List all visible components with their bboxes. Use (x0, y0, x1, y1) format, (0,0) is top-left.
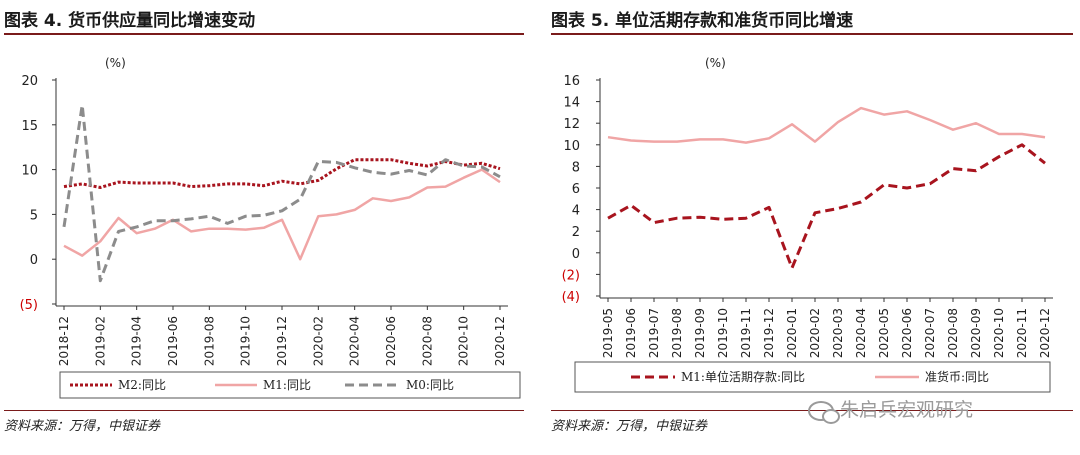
right-chart-title: 图表 5. 单位活期存款和准货币同比增速 (551, 11, 854, 31)
right-legend-label-1: M1:单位活期存款:同比 (681, 369, 805, 384)
right-y-tick-label: 8 (572, 160, 580, 175)
right-plot-area (607, 106, 1046, 270)
right-unit-label: (%) (705, 56, 726, 70)
left-legend-box (59, 371, 521, 399)
right-series-line-2 (607, 106, 1046, 144)
left-x-tick-label: 2020-10 (457, 316, 471, 366)
left-series-line-2 (63, 168, 501, 261)
right-source: 资料来源：万得，中银证券 (551, 419, 708, 434)
left-x-tick-label: 2018-12 (57, 316, 71, 366)
left-legend-label-2: M1:同比 (263, 378, 311, 392)
right-x-tick-label: 2020-06 (900, 308, 914, 358)
right-y-tick-label: 2 (572, 225, 580, 240)
right-y-axis: 16 14 12 10 8 6 4 2 0 (2) (4) (562, 74, 601, 305)
left-x-tick-label: 2020-06 (384, 316, 398, 366)
right-x-tick-label: 2019-06 (624, 308, 638, 358)
wechat-icon (808, 400, 840, 424)
right-x-tick-label: 2019-05 (601, 308, 615, 358)
left-x-tick-label: 2020-02 (311, 316, 325, 366)
right-x-tick-label: 2020-08 (946, 308, 960, 358)
left-chart-title: 图表 4. 货币供应量同比增速变动 (4, 11, 256, 31)
right-x-tick-label: 2020-04 (854, 308, 868, 358)
left-source-rule (4, 410, 524, 411)
left-x-tick-label: 2019-04 (130, 316, 144, 366)
right-x-tick-label: 2020-03 (831, 308, 845, 358)
right-legend: M1:单位活期存款:同比 准货币:同比 (631, 369, 989, 384)
right-x-tick-label: 2020-07 (923, 308, 937, 358)
watermark: 朱启兵宏观研究 (808, 395, 974, 424)
watermark-text: 朱启兵宏观研究 (840, 399, 974, 421)
right-x-tick-label: 2020-05 (877, 308, 891, 358)
left-series-line-1 (63, 158, 501, 189)
left-series-line-3 (62, 103, 501, 283)
right-legend-label-2: 准货币:同比 (925, 369, 989, 384)
right-x-tick-label: 2020-11 (1015, 308, 1029, 358)
right-series-line-1 (607, 143, 1046, 270)
left-x-tick-label: 2019-06 (166, 316, 180, 366)
left-y-tick-label: (5) (20, 298, 38, 313)
right-y-tick-label: 6 (572, 182, 580, 197)
right-y-tick-label: 0 (572, 247, 580, 262)
left-source: 资料来源：万得，中银证券 (4, 419, 161, 434)
left-x-tick-label: 2019-08 (202, 316, 216, 366)
right-x-tick-label: 2020-02 (808, 308, 822, 358)
left-x-tick-label: 2019-02 (93, 316, 107, 366)
left-y-tick-label: 0 (30, 253, 38, 268)
left-legend-label-3: M0:同比 (406, 378, 454, 392)
right-x-tick-label: 2019-11 (739, 308, 753, 358)
left-y-tick-label: 5 (30, 208, 38, 223)
left-unit-label: (%) (105, 56, 126, 70)
left-y-tick-label: 10 (21, 164, 38, 179)
left-legend-label-1: M2:同比 (118, 378, 166, 392)
right-x-tick-label: 2019-10 (716, 308, 730, 358)
right-legend-box (574, 361, 1051, 393)
right-y-tick-label: 10 (563, 139, 580, 154)
right-x-tick-label: 2019-07 (647, 308, 661, 358)
right-y-tick-label: 14 (563, 96, 580, 111)
left-x-axis: 2018-12 2019-02 2019-04 2019-06 2019-08 2019-… (56, 305, 508, 366)
left-y-tick-label: 15 (21, 119, 38, 134)
left-x-tick-label: 2019-12 (275, 316, 289, 366)
right-y-tick-label: (4) (562, 290, 580, 305)
right-x-tick-label: 2019-09 (693, 308, 707, 358)
right-y-tick-label: (2) (562, 268, 580, 283)
left-x-tick-label: 2019-10 (239, 316, 253, 366)
right-x-tick-label: 2020-01 (785, 308, 799, 358)
left-y-tick-label: 20 (21, 74, 38, 89)
right-x-axis: 2019-05 2019-06 2019-07 2019-08 2019-09 2019-… (600, 297, 1053, 358)
right-x-tick-label: 2019-08 (670, 308, 684, 358)
left-x-tick-label: 2020-08 (420, 316, 434, 366)
left-plot-area (62, 103, 501, 283)
right-y-tick-label: 16 (563, 74, 580, 89)
left-x-tick-label: 2020-04 (348, 316, 362, 366)
left-legend: M2:同比 M1:同比 M0:同比 (70, 378, 454, 392)
right-y-tick-label: 4 (572, 204, 580, 219)
right-x-tick-label: 2020-09 (969, 308, 983, 358)
right-x-tick-label: 2019-12 (762, 308, 776, 358)
right-title-rule (551, 33, 1073, 35)
left-x-tick-label: 2020-12 (493, 316, 507, 366)
right-x-tick-label: 2020-12 (1038, 308, 1052, 358)
right-y-tick-label: 12 (563, 117, 580, 132)
left-title-rule (4, 33, 524, 35)
left-y-axis: 20 15 10 5 0 (5) (20, 74, 57, 313)
right-x-tick-label: 2020-10 (992, 308, 1006, 358)
